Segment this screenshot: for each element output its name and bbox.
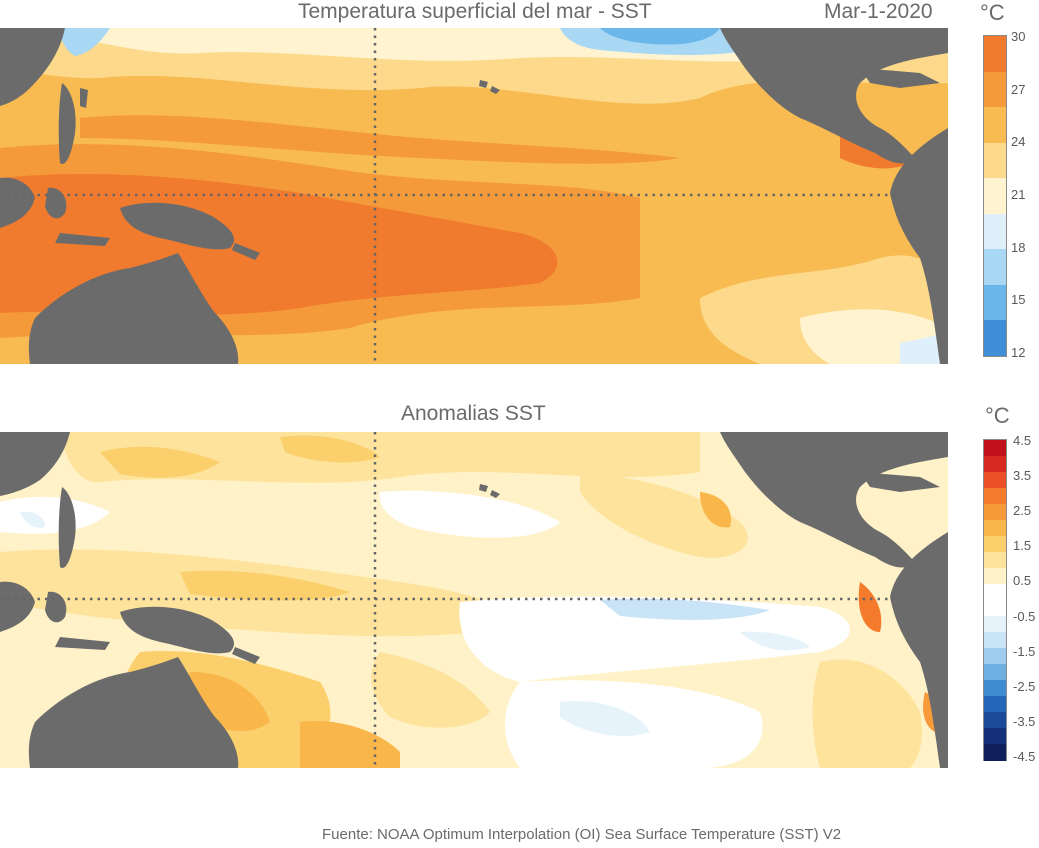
colorbar-tick-label: 0.5 [1013,573,1032,589]
colorbar-tick-label: 30 [1011,29,1026,44]
colorbar-segment [984,520,1006,537]
colorbar-segment [984,616,1006,633]
colorbar-segment [984,536,1006,553]
colorbar-tick-label: 24 [1011,134,1026,150]
colorbar-tick-label: 12 [1011,345,1026,360]
colorbar-segment [984,472,1006,489]
colorbar-segment [984,107,1006,144]
colorbar-segment [984,36,1006,73]
anomaly-unit-label: °C [985,403,1010,428]
colorbar-segment [984,552,1006,569]
colorbar-segment [984,584,1006,601]
colorbar-segment [984,440,1006,457]
colorbar-segment [984,178,1006,215]
map-date: Mar-1-2020 [824,0,933,23]
colorbar-segment [984,648,1006,665]
colorbar-segment [984,71,1006,108]
colorbar-tick-label: -4.5 [1013,749,1036,764]
colorbar-segment [984,600,1006,617]
colorbar-tick-label: -3.5 [1013,713,1036,729]
colorbar-tick-label: -0.5 [1013,608,1036,624]
sst-map [0,28,948,364]
colorbar-segment [984,568,1006,585]
colorbar-segment [984,249,1006,286]
colorbar-segment [984,504,1006,521]
colorbar-segment [984,728,1006,745]
colorbar-tick-label: 3.5 [1013,468,1032,484]
colorbar-tick-label: 21 [1011,187,1026,202]
colorbar-segment [984,488,1006,505]
colorbar-tick-label: 1.5 [1013,538,1032,554]
colorbar-segment [984,284,1006,321]
colorbar-segment [984,680,1006,697]
colorbar-segment [984,664,1006,681]
colorbar-segment [984,632,1006,649]
anomaly-colorbar [983,439,1007,761]
colorbar-segment [984,712,1006,729]
colorbar-tick-label: 15 [1011,292,1026,308]
colorbar-tick-label: 2.5 [1013,503,1032,519]
colorbar-segment [984,456,1006,473]
colorbar-segment [984,142,1006,179]
sst-unit-label: °C [980,0,1005,25]
sst-colorbar [983,35,1007,357]
colorbar-tick-label: -2.5 [1013,678,1036,694]
colorbar-segment [984,213,1006,250]
colorbar-tick-label: 18 [1011,239,1026,255]
colorbar-tick-label: -1.5 [1013,643,1036,659]
sst-map-title: Temperatura superficial del mar - SST [298,0,652,23]
colorbar-segment [984,744,1006,761]
colorbar-tick-label: 4.5 [1013,433,1032,448]
colorbar-segment [984,320,1006,357]
colorbar-tick-label: 27 [1011,81,1026,97]
source-note: Fuente: NOAA Optimum Interpolation (OI) … [322,826,842,843]
colorbar-segment [984,696,1006,713]
anomaly-map-title: Anomalias SST [401,402,546,425]
anomaly-map [0,432,948,768]
